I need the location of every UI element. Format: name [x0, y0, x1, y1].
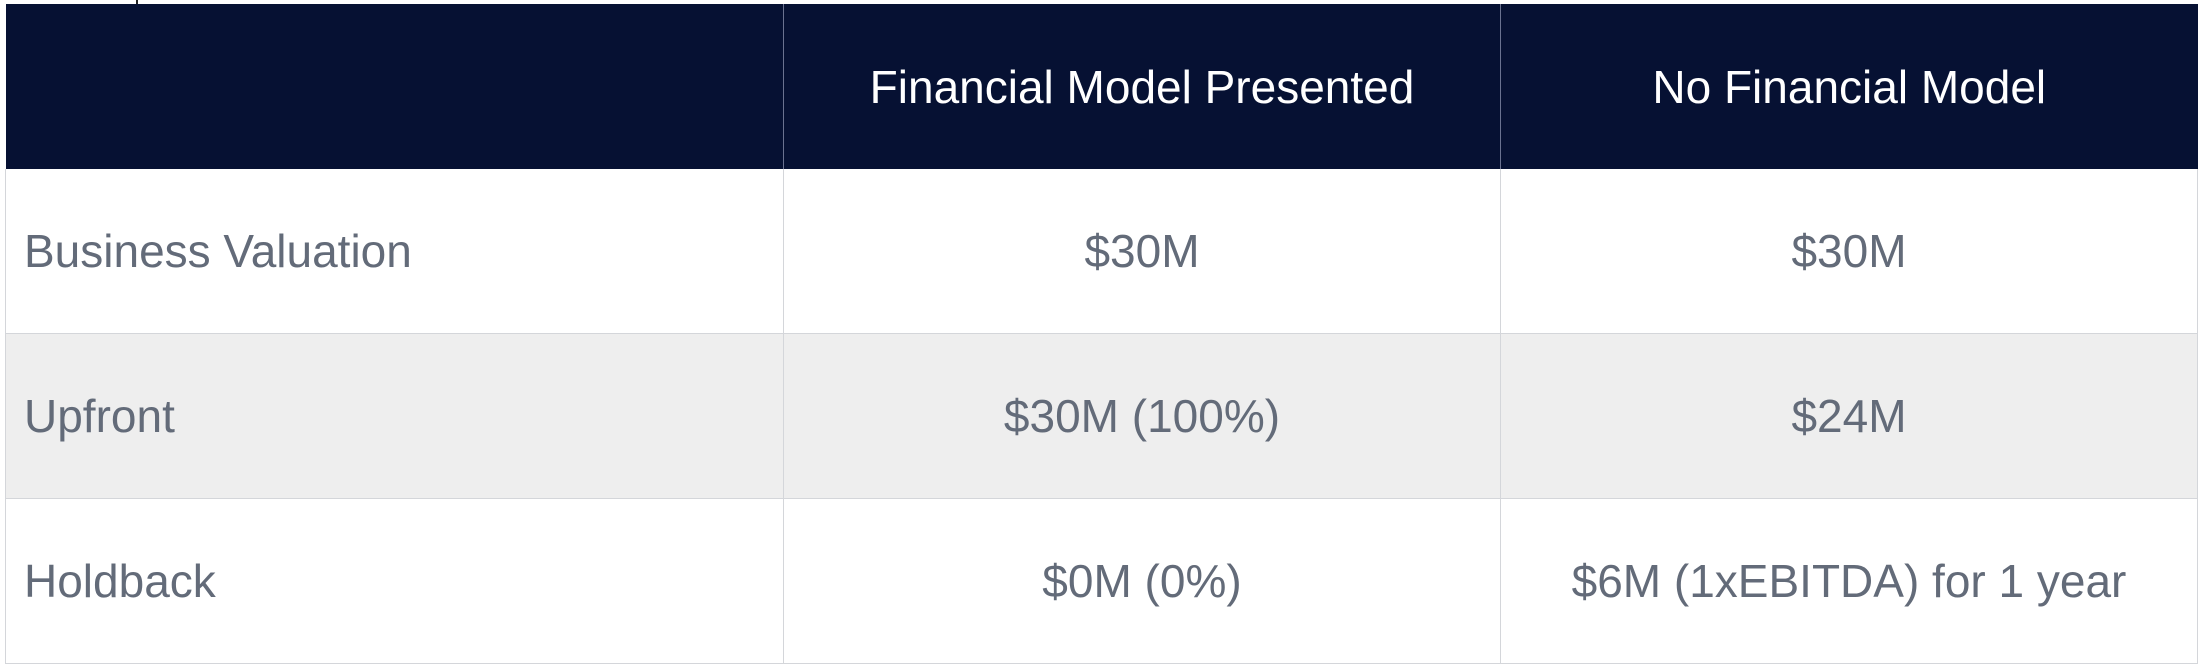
header-no-financial-model: No Financial Model [1500, 4, 2198, 169]
header-financial-model-presented: Financial Model Presented [783, 4, 1501, 169]
header-corner-cell [5, 4, 784, 169]
with-model-value: $30M [783, 169, 1501, 334]
row-label: Business Valuation [5, 169, 784, 334]
row-label: Holdback [5, 498, 784, 664]
without-model-value: $24M [1500, 333, 2198, 499]
without-model-value: $30M [1500, 169, 2198, 334]
top-edge-mark [136, 0, 138, 4]
table-body: Business Valuation $30M $30M Upfront $30… [5, 169, 2198, 664]
table-header: Financial Model Presented No Financial M… [5, 4, 2198, 169]
with-model-value: $0M (0%) [783, 498, 1501, 664]
header-row: Financial Model Presented No Financial M… [5, 4, 2198, 169]
with-model-value: $30M (100%) [783, 333, 1501, 499]
table-row-holdback: Holdback $0M (0%) $6M (1xEBITDA) for 1 y… [5, 498, 2198, 664]
comparison-table: Financial Model Presented No Financial M… [5, 4, 2198, 664]
row-label: Upfront [5, 333, 784, 499]
table-row-business-valuation: Business Valuation $30M $30M [5, 169, 2198, 334]
without-model-value: $6M (1xEBITDA) for 1 year [1500, 498, 2198, 664]
table-row-upfront: Upfront $30M (100%) $24M [5, 333, 2198, 499]
